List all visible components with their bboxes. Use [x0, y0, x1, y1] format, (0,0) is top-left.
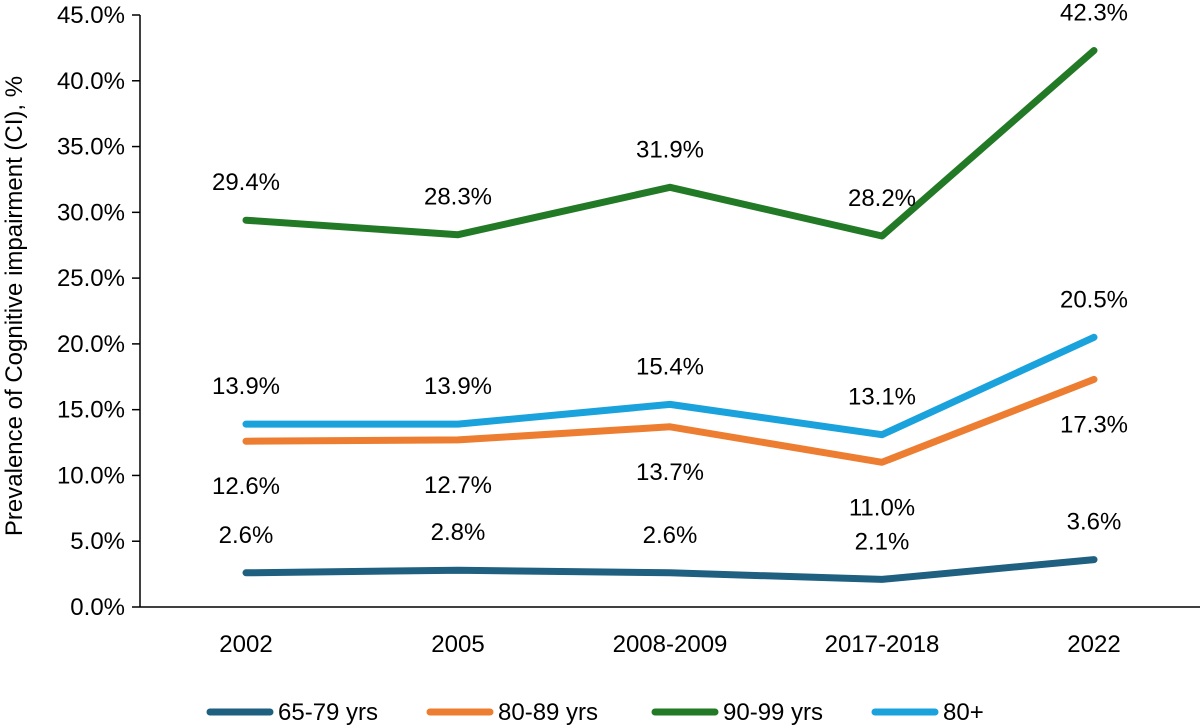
- x-tick-label: 2005: [431, 631, 484, 658]
- y-tick-label: 30.0%: [57, 199, 125, 226]
- data-label-s90-99: 42.3%: [1060, 0, 1128, 27]
- legend-label-s80plus: 80+: [943, 699, 984, 726]
- data-labels: 2.6% 2.8% 2.6% 2.1% 3.6% 12.6% 12.7% 13.7% 11.0%…: [212, 0, 1128, 555]
- series-line-s80-89: [242, 375, 1098, 466]
- y-tick-label: 40.0%: [57, 68, 125, 95]
- x-axis: 2002 2005 2008-2009 2017-2018 2022: [219, 631, 1120, 658]
- data-label-s80plus: 13.9%: [212, 373, 280, 400]
- data-label-s80-89: 13.7%: [636, 459, 704, 486]
- data-label-s80plus: 13.1%: [848, 384, 916, 411]
- data-label-s80plus: 20.5%: [1060, 286, 1128, 313]
- series-line-s80plus: [242, 333, 1098, 439]
- y-tick-label: 5.0%: [70, 528, 125, 555]
- data-label-s90-99: 28.3%: [424, 184, 492, 211]
- data-label-s80plus: 13.9%: [424, 373, 492, 400]
- data-label-s80-89: 12.6%: [212, 473, 280, 500]
- series-lines: [242, 47, 1098, 583]
- x-tick-label: 2022: [1067, 631, 1120, 658]
- x-tick-label: 2002: [219, 631, 272, 658]
- y-tick-label: 45.0%: [57, 2, 125, 29]
- y-tick-label: 10.0%: [57, 462, 125, 489]
- y-tick-label: 0.0%: [70, 594, 125, 621]
- data-label-s80-89: 17.3%: [1060, 411, 1128, 438]
- data-label-s80-89: 12.7%: [424, 472, 492, 499]
- data-label-s90-99: 28.2%: [848, 185, 916, 212]
- y-tick-label: 20.0%: [57, 331, 125, 358]
- x-tick-label: 2017-2018: [825, 631, 940, 658]
- data-label-s65-79: 2.1%: [855, 528, 910, 555]
- series-line-s65-79: [242, 556, 1098, 583]
- y-tick-label: 25.0%: [57, 265, 125, 292]
- y-tick-label: 35.0%: [57, 134, 125, 161]
- data-label-s65-79: 2.6%: [643, 522, 698, 549]
- y-tick-label: 15.0%: [57, 397, 125, 424]
- data-label-s65-79: 2.6%: [219, 522, 274, 549]
- data-label-s65-79: 2.8%: [431, 519, 486, 546]
- data-label-s65-79: 3.6%: [1067, 509, 1122, 536]
- y-axis-title: Prevalence of Cognitive impairment (CI),…: [1, 76, 28, 536]
- legend: 65-79 yrs 80-89 yrs 90-99 yrs 80+: [206, 699, 984, 726]
- legend-label-s80-89: 80-89 yrs: [498, 699, 598, 726]
- legend-label-s90-99: 90-99 yrs: [723, 699, 823, 726]
- x-tick-label: 2008-2009: [613, 631, 728, 658]
- legend-label-s65-79: 65-79 yrs: [278, 699, 378, 726]
- data-label-s90-99: 31.9%: [636, 136, 704, 163]
- series-line-s90-99: [242, 47, 1098, 240]
- y-axis: 0.0% 5.0% 10.0% 15.0% 20.0% 25.0% 30.0% 35.0% 40…: [57, 2, 140, 621]
- data-label-s80-89: 11.0%: [849, 494, 915, 521]
- data-label-s80plus: 15.4%: [636, 353, 704, 380]
- axes: [139, 15, 1200, 608]
- data-label-s90-99: 29.4%: [212, 169, 280, 196]
